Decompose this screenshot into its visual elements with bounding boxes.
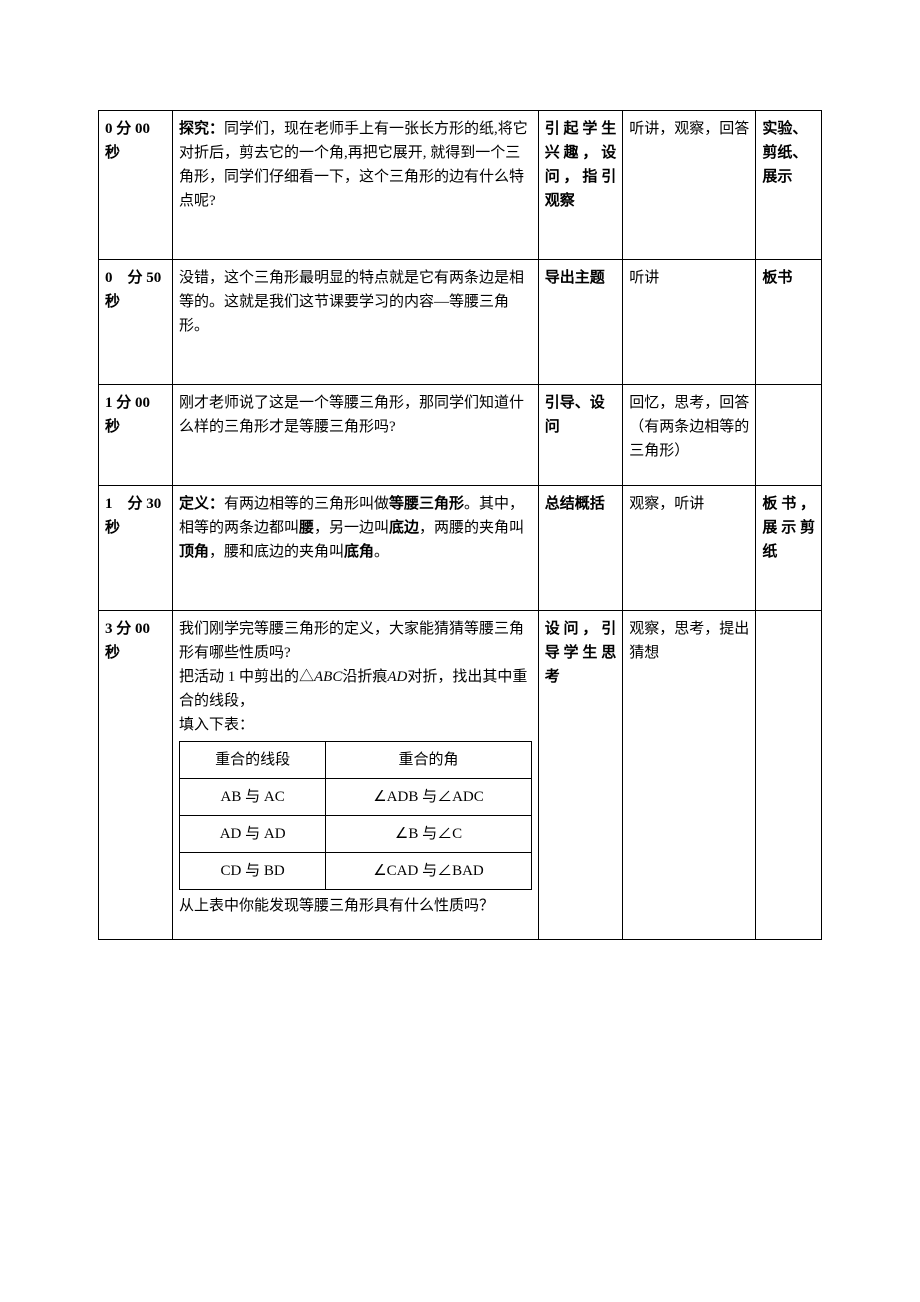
student-action-cell: 听讲，观察，回答: [623, 111, 756, 260]
teacher-action-cell: 引导、设问: [538, 385, 623, 486]
inner-cell: ∠B 与∠C: [326, 816, 531, 853]
def-b1: 等腰三角形: [389, 496, 464, 512]
table-row: 1 分 00 秒 刚才老师说了这是一个等腰三角形，那同学们知道什么样的三角形才是…: [99, 385, 822, 486]
student-action-cell: 观察，听讲: [623, 486, 756, 611]
content-cell: 定义：有两边相等的三角形叫做等腰三角形。其中，相等的两条边都叫腰，另一边叫底边，…: [172, 486, 538, 611]
overlap-table: 重合的线段 重合的角 AB 与 AC ∠ADB 与∠ADC AD 与 AD ∠B…: [179, 741, 532, 890]
def-p1: 有两边相等的三角形叫做: [224, 496, 389, 512]
time-value: 0 分 00 秒: [105, 121, 150, 161]
time-cell: 1 分 30 秒: [99, 486, 173, 611]
def-b4: 顶角: [179, 544, 209, 560]
student-action-cell: 回忆，思考，回答 （有两条边相等的三角形）: [623, 385, 756, 486]
time-cell: 3 分 00 秒: [99, 611, 173, 940]
time-cell: 0 分 00 秒: [99, 111, 173, 260]
content-part1: 我们刚学完等腰三角形的定义，大家能猜猜等腰三角形有哪些性质吗?: [179, 617, 532, 665]
content-part2: 把活动 1 中剪出的△ABC沿折痕AD对折，找出其中重合的线段，: [179, 665, 532, 713]
method-cell: 板书: [756, 260, 822, 385]
method-cell: [756, 611, 822, 940]
definition-prefix: 定义：: [179, 496, 224, 512]
content-part3: 填入下表：: [179, 713, 532, 737]
content-body: 没错，这个三角形最明显的特点就是它有两条边是相等的。这就是我们这节课要学习的内容…: [179, 270, 524, 334]
def-b5: 底角: [344, 544, 374, 560]
method: 实验、剪纸、展示: [762, 121, 807, 185]
time-value: 0 分 50 秒: [105, 270, 161, 310]
method-cell: [756, 385, 822, 486]
triangle-abc: ABC: [314, 669, 342, 685]
inner-row: CD 与 BD ∠CAD 与∠BAD: [179, 853, 531, 890]
content-cell: 我们刚学完等腰三角形的定义，大家能猜猜等腰三角形有哪些性质吗? 把活动 1 中剪…: [172, 611, 538, 940]
time-value: 1 分 00 秒: [105, 395, 150, 435]
inner-cell: CD 与 BD: [179, 853, 325, 890]
student-action-cell: 观察，思考，提出猜想: [623, 611, 756, 940]
def-p6: 。: [374, 544, 389, 560]
content-part4: 从上表中你能发现等腰三角形具有什么性质吗？: [179, 894, 532, 918]
content-cell: 刚才老师说了这是一个等腰三角形，那同学们知道什么样的三角形才是等腰三角形吗?: [172, 385, 538, 486]
def-b2: 腰: [299, 520, 314, 536]
student-action: 回忆，思考，回答 （有两条边相等的三角形）: [629, 395, 749, 459]
def-p3: ，另一边叫: [314, 520, 389, 536]
content-prefix: 探究：: [179, 121, 224, 137]
inner-cell: AB 与 AC: [179, 779, 325, 816]
spacer: [179, 439, 532, 479]
time-value: 1 分 30 秒: [105, 496, 161, 536]
inner-cell: ∠CAD 与∠BAD: [326, 853, 531, 890]
teacher-action-cell: 引起学生兴趣，设问，指引观察: [538, 111, 623, 260]
table-row: 3 分 00 秒 我们刚学完等腰三角形的定义，大家能猜猜等腰三角形有哪些性质吗?…: [99, 611, 822, 940]
method-cell: 实验、剪纸、展示: [756, 111, 822, 260]
teacher-action: 引导、设问: [545, 395, 605, 435]
spacer: [179, 564, 532, 604]
table-row: 0 分 00 秒 探究：同学们，现在老师手上有一张长方形的纸,将它对折后，剪去它…: [99, 111, 822, 260]
inner-row: AD 与 AD ∠B 与∠C: [179, 816, 531, 853]
student-action-cell: 听讲: [623, 260, 756, 385]
method: 板书: [762, 270, 792, 286]
time-cell: 1 分 00 秒: [99, 385, 173, 486]
table-row: 1 分 30 秒 定义：有两边相等的三角形叫做等腰三角形。其中，相等的两条边都叫…: [99, 486, 822, 611]
p2a: 把活动 1 中剪出的△: [179, 669, 314, 685]
teacher-action: 总结概括: [545, 496, 605, 512]
def-p5: ，腰和底边的夹角叫: [209, 544, 344, 560]
student-action: 听讲，观察，回答: [629, 121, 749, 137]
spacer: [179, 338, 532, 378]
teacher-action: 设问，引导学生思考: [545, 621, 617, 685]
p2b: 沿折痕: [342, 669, 387, 685]
time-value: 3 分 00 秒: [105, 621, 150, 661]
inner-h2: 重合的角: [326, 742, 531, 779]
content-cell: 没错，这个三角形最明显的特点就是它有两条边是相等的。这就是我们这节课要学习的内容…: [172, 260, 538, 385]
teacher-action-cell: 设问，引导学生思考: [538, 611, 623, 940]
teacher-action: 引起学生兴趣，设问，指引观察: [545, 121, 617, 209]
time-cell: 0 分 50 秒: [99, 260, 173, 385]
inner-cell: AD 与 AD: [179, 816, 325, 853]
content-body: 同学们，现在老师手上有一张长方形的纸,将它对折后，剪去它的一个角,再把它展开, …: [179, 121, 528, 209]
table-row: 0 分 50 秒 没错，这个三角形最明显的特点就是它有两条边是相等的。这就是我们…: [99, 260, 822, 385]
spacer: [179, 213, 532, 253]
teacher-action: 导出主题: [545, 270, 605, 286]
inner-header-row: 重合的线段 重合的角: [179, 742, 531, 779]
lesson-plan-table: 0 分 00 秒 探究：同学们，现在老师手上有一张长方形的纸,将它对折后，剪去它…: [98, 110, 822, 940]
method: 板书，展示剪纸: [762, 496, 815, 560]
content-body: 刚才老师说了这是一个等腰三角形，那同学们知道什么样的三角形才是等腰三角形吗?: [179, 395, 524, 435]
spacer: [179, 918, 532, 933]
student-action: 观察，思考，提出猜想: [629, 621, 749, 661]
student-action: 听讲: [629, 270, 659, 286]
def-p4: ，两腰的夹角叫: [419, 520, 524, 536]
inner-h1: 重合的线段: [179, 742, 325, 779]
method-cell: 板书，展示剪纸: [756, 486, 822, 611]
teacher-action-cell: 总结概括: [538, 486, 623, 611]
inner-row: AB 与 AC ∠ADB 与∠ADC: [179, 779, 531, 816]
def-b3: 底边: [389, 520, 419, 536]
line-ad: AD: [387, 669, 407, 685]
content-cell: 探究：同学们，现在老师手上有一张长方形的纸,将它对折后，剪去它的一个角,再把它展…: [172, 111, 538, 260]
inner-cell: ∠ADB 与∠ADC: [326, 779, 531, 816]
teacher-action-cell: 导出主题: [538, 260, 623, 385]
student-action: 观察，听讲: [629, 496, 704, 512]
